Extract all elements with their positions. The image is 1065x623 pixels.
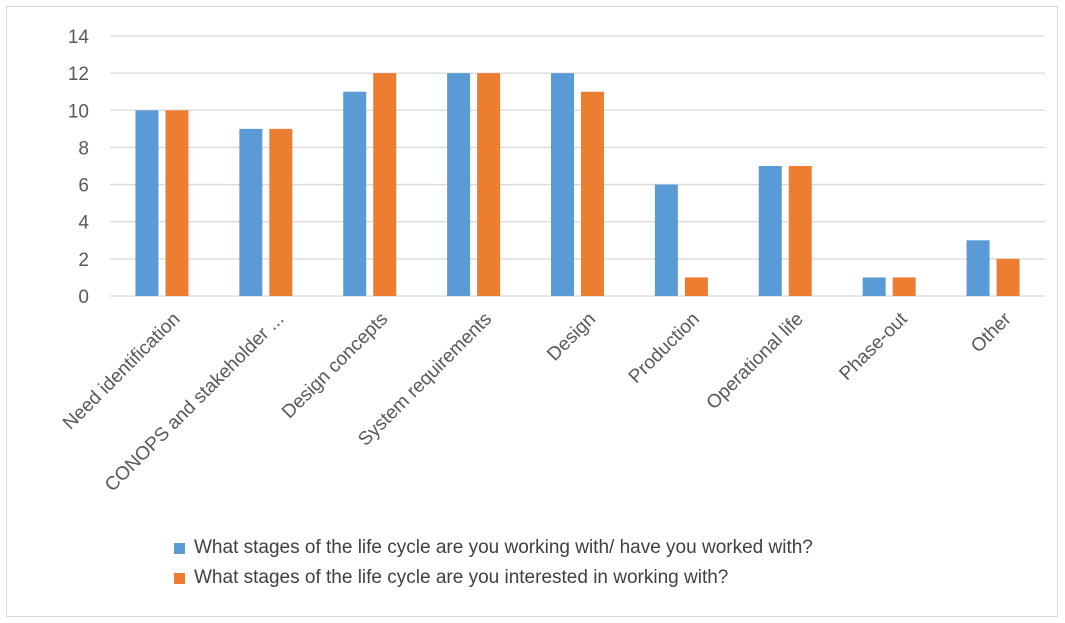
bar-series-2 [165,110,189,297]
gridlines [110,35,1045,297]
x-tick-label: CONOPS and stakeholder ... [101,309,288,496]
bar-series-1 [654,184,678,296]
x-tick-label: Design concepts [278,309,392,423]
y-tick-label: 10 [68,101,89,122]
bar-series-1 [135,110,159,297]
y-tick-label: 14 [68,27,90,48]
legend: What stages of the life cycle are you wo… [174,533,813,593]
y-axis-ticks: 0 2 4 6 8 10 12 14 [68,27,90,308]
bar-series-2 [373,73,397,297]
x-tick-label: Other [967,308,1016,357]
y-tick-label: 8 [78,138,89,159]
legend-item-series-2: What stages of the life cycle are you in… [174,563,813,593]
chart-frame [6,6,1058,617]
legend-swatch-series-2 [174,572,185,584]
legend-item-series-1: What stages of the life cycle are you wo… [174,533,813,563]
bar-series-1 [239,128,263,296]
x-tick-label: Design [543,309,600,366]
y-tick-label: 2 [78,250,89,271]
bar-series-1 [447,73,471,297]
y-tick-label: 4 [78,213,89,234]
x-tick-label: Phase-out [836,308,913,385]
bar-series-2 [892,277,916,296]
bar-series-1 [966,240,990,296]
bar-series-1 [551,73,574,297]
y-tick-label: 0 [78,287,89,308]
bar-series-2 [788,166,812,296]
x-tick-label: Operational life [703,309,808,414]
bar-series-2 [581,91,604,296]
bar-series-2 [269,128,293,296]
bar-series-1 [862,277,886,296]
bars [135,73,1020,297]
legend-label-series-2: What stages of the life cycle are you in… [194,567,729,588]
legend-label-series-1: What stages of the life cycle are you wo… [194,537,813,558]
bar-series-1 [758,166,782,296]
bar-series-2 [684,277,708,296]
x-tick-label: Production [625,309,704,388]
legend-swatch-series-1 [174,542,185,554]
bar-series-1 [343,91,367,296]
bar-series-2 [477,73,501,297]
bar-series-2 [996,258,1020,296]
y-tick-label: 6 [78,176,89,197]
y-tick-label: 12 [68,64,89,85]
